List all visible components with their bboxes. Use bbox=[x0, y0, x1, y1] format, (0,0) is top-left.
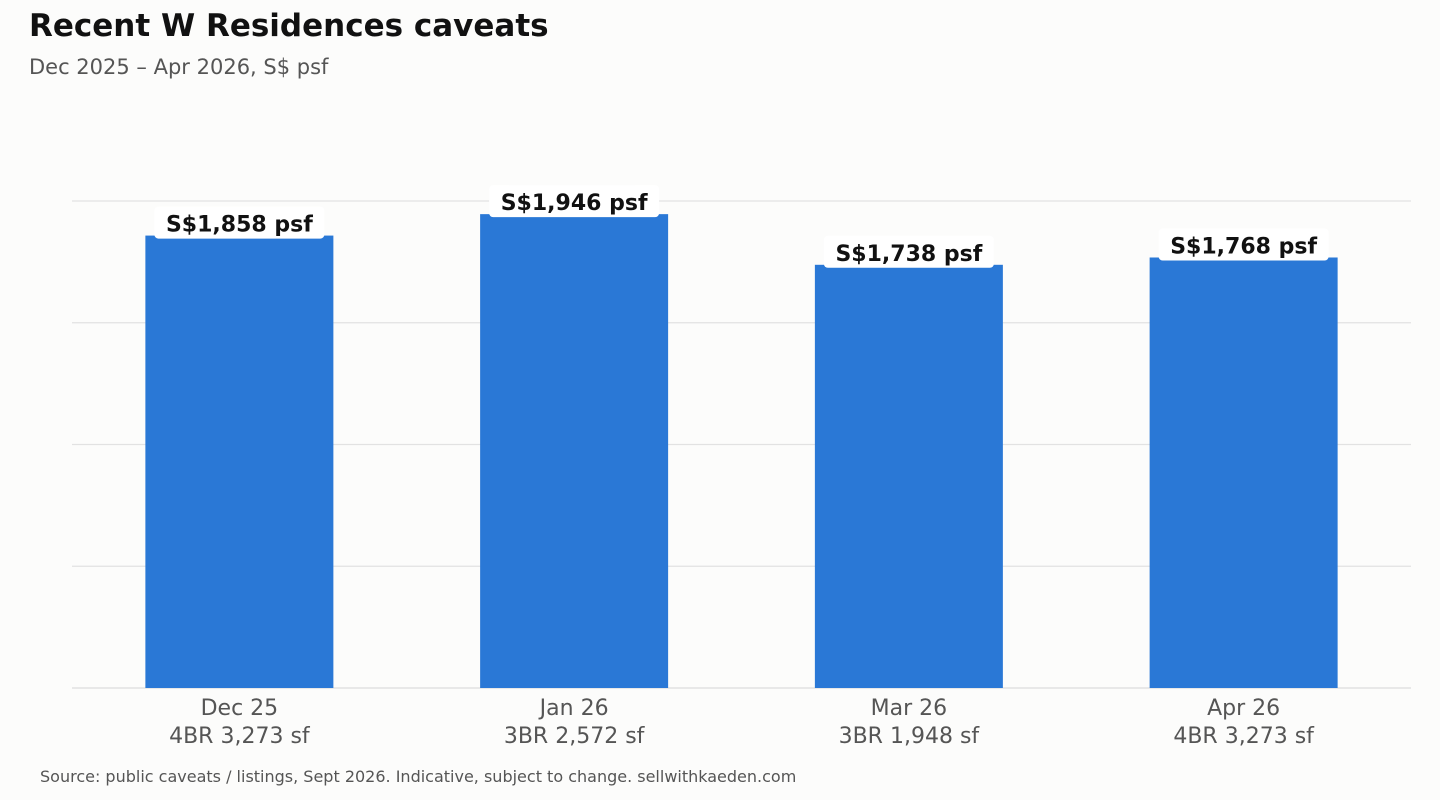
x-tick-sublabel: 4BR 3,273 sf bbox=[1173, 724, 1315, 749]
value-labels: S$1,858 psf S$1,946 psf S$1,738 psf S$1,768… bbox=[154, 185, 1329, 268]
bar-chart: S$1,858 psf S$1,946 psf S$1,738 psf S$1,768… bbox=[72, 185, 1411, 749]
x-tick-sublabel: 3BR 1,948 sf bbox=[839, 724, 981, 749]
x-axis-labels: Dec 25 4BR 3,273 sf Jan 26 3BR 2,572 sf Mar … bbox=[169, 696, 1315, 749]
bar-dec-25 bbox=[145, 235, 334, 688]
bar-apr-26 bbox=[1149, 257, 1338, 688]
value-label: S$1,768 psf bbox=[1170, 234, 1317, 259]
x-tick-label: Dec 25 bbox=[201, 696, 279, 721]
value-label: S$1,858 psf bbox=[166, 213, 313, 238]
bar-mar-26 bbox=[814, 264, 1003, 688]
value-label-background bbox=[154, 206, 325, 239]
x-tick-sublabel: 4BR 3,273 sf bbox=[169, 724, 311, 749]
x-tick-label: Apr 26 bbox=[1207, 696, 1280, 721]
value-label-background bbox=[1158, 228, 1329, 261]
value-label: S$1,946 psf bbox=[501, 191, 648, 216]
x-tick-sublabel: 3BR 2,572 sf bbox=[504, 724, 646, 749]
value-label-background bbox=[823, 235, 994, 268]
chart-title: Recent W Residences caveats bbox=[29, 8, 549, 44]
value-label-background bbox=[489, 185, 660, 218]
x-tick-label: Jan 26 bbox=[538, 696, 609, 721]
bar-jan-26 bbox=[480, 214, 669, 689]
x-tick-label: Mar 26 bbox=[871, 696, 948, 721]
value-label: S$1,738 psf bbox=[835, 242, 982, 267]
bars bbox=[145, 214, 1338, 689]
chart-subtitle: Dec 2025 – Apr 2026, S$ psf bbox=[29, 55, 329, 79]
source-note: Source: public caveats / listings, Sept … bbox=[40, 767, 797, 786]
